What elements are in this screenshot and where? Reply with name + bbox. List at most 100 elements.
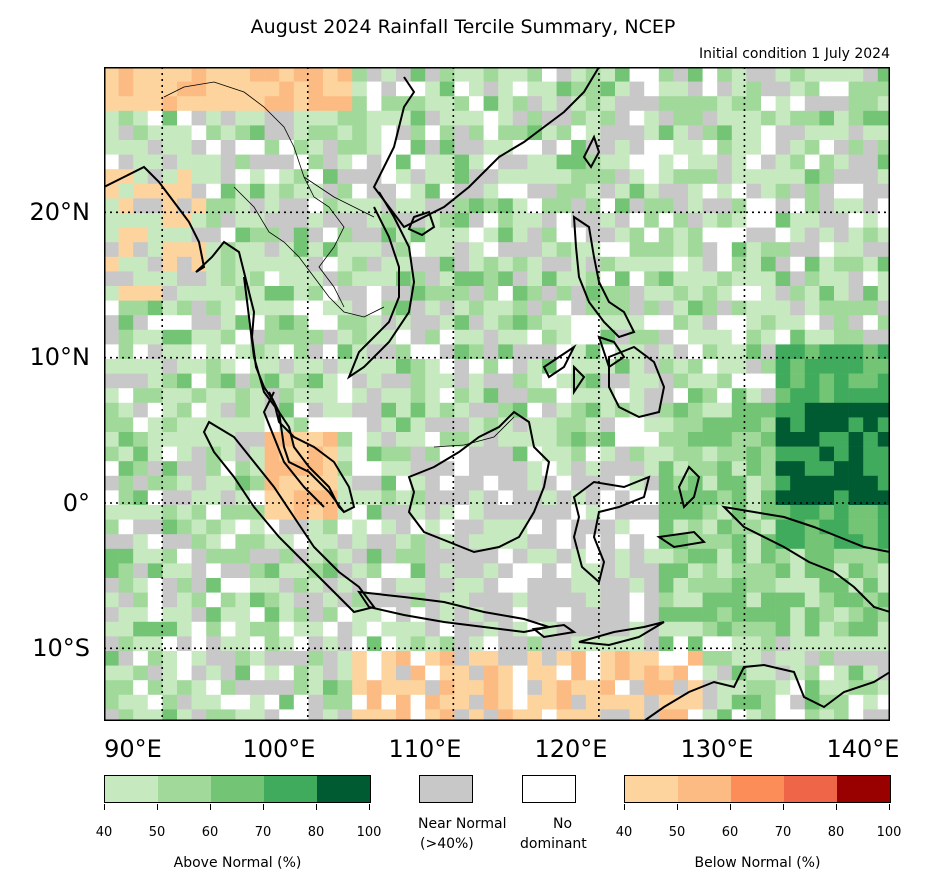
tercile-cell (279, 548, 295, 564)
tercile-cell (819, 651, 835, 666)
tercile-cell (512, 680, 528, 696)
tercile-cell (658, 110, 674, 126)
tercile-cell (556, 271, 572, 287)
tercile-cell (746, 548, 762, 564)
tercile-cell (585, 373, 601, 389)
tercile-cell (819, 446, 835, 462)
tercile-cell (571, 563, 587, 579)
tercile-cell (556, 505, 572, 520)
tercile-cell (483, 607, 499, 623)
tercile-cell (615, 300, 630, 316)
tercile-cell (264, 227, 280, 243)
tercile-cell (746, 315, 762, 331)
tercile-cell (323, 198, 338, 214)
tercile-cell (702, 621, 718, 637)
tercile-cell (688, 242, 703, 258)
tercile-cell (746, 154, 762, 170)
tercile-cell (702, 373, 718, 389)
tercile-cell (877, 140, 890, 155)
tercile-cell (790, 475, 806, 491)
tercile-cell (118, 461, 134, 477)
tercile-cell (658, 154, 674, 170)
tercile-cell (337, 461, 353, 477)
tercile-cell (731, 359, 747, 374)
tercile-cell (206, 213, 222, 228)
tercile-cell (220, 227, 236, 243)
tercile-cell (483, 256, 499, 272)
tercile-cell (366, 534, 382, 550)
tercile-cell (264, 67, 280, 82)
tercile-cell (498, 373, 514, 389)
tercile-cell (483, 505, 499, 520)
tercile-cell (512, 242, 528, 258)
tercile-cell (250, 96, 265, 112)
tercile-cell (790, 110, 806, 126)
tercile-cell (118, 621, 134, 637)
tercile-cell (688, 490, 703, 506)
tercile-cell (381, 694, 397, 710)
tercile-cell (731, 402, 747, 418)
tercile-cell (615, 213, 630, 228)
tercile-cell (673, 329, 689, 345)
tercile-cell (702, 227, 718, 243)
tercile-cell (746, 417, 762, 433)
tercile-cell (191, 329, 207, 345)
tercile-cell (615, 563, 630, 579)
tercile-cell (104, 636, 119, 652)
tercile-cell (790, 198, 806, 214)
tercile-cell (293, 81, 309, 97)
tercile-cell (162, 519, 178, 535)
colorbar-tick-label: 40 (615, 825, 633, 840)
tercile-cell (469, 446, 484, 462)
tercile-cell (104, 388, 119, 404)
tercile-cell (147, 286, 163, 301)
tercile-cell (323, 286, 338, 301)
colorbar-segment (105, 776, 158, 802)
tercile-cell (469, 67, 484, 82)
tercile-cell (527, 461, 543, 477)
tercile-cell (775, 388, 791, 404)
tercile-cell (235, 183, 251, 199)
tercile-cell (585, 329, 601, 345)
tercile-cell (702, 607, 718, 623)
tercile-cell (293, 709, 309, 721)
tercile-cell (323, 213, 338, 228)
tercile-cell (177, 344, 192, 360)
tercile-cell (775, 592, 791, 608)
tercile-cell (118, 475, 134, 491)
tercile-cell (191, 665, 207, 681)
tercile-cell (804, 680, 820, 696)
tercile-cell (337, 490, 353, 506)
tercile-cell (834, 402, 849, 418)
tercile-cell (790, 388, 806, 404)
coastline-hainan (407, 210, 436, 237)
tercile-cell (293, 242, 309, 258)
tercile-cell (147, 81, 163, 97)
tercile-cell (381, 359, 397, 374)
tercile-cell (615, 417, 630, 433)
tercile-cell (104, 286, 119, 301)
tercile-cell (819, 694, 835, 710)
tercile-cell (191, 534, 207, 550)
tercile-cell (863, 475, 879, 491)
tercile-cell (629, 578, 645, 593)
tercile-cell (556, 154, 572, 170)
tercile-cell (877, 402, 890, 418)
tercile-cell (629, 432, 645, 447)
tercile-cell (863, 592, 879, 608)
tercile-cell (162, 67, 178, 82)
tercile-cell (688, 563, 703, 579)
tercile-cell (177, 505, 192, 520)
tercile-cell (790, 417, 806, 433)
tercile-cell (118, 271, 134, 287)
tercile-cell (220, 548, 236, 564)
lon-label-100e: 100°E (242, 735, 316, 763)
tercile-cell (629, 592, 645, 608)
tercile-cell (731, 213, 747, 228)
tercile-cell (877, 125, 890, 141)
tercile-cell (731, 651, 747, 666)
tercile-cell (527, 169, 543, 185)
tercile-cell (147, 344, 163, 360)
tercile-cell (877, 81, 890, 97)
tercile-cell (863, 636, 879, 652)
